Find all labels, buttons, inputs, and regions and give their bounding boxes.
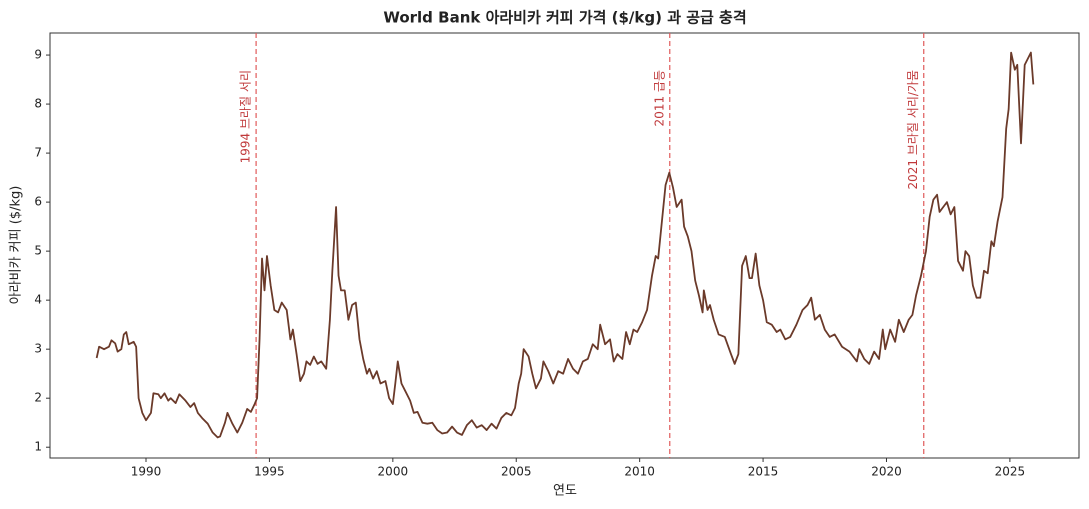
x-axis-label: 연도 [553, 484, 577, 499]
annotation-text: 2021 브라질 서리/가뭄 [906, 70, 920, 190]
x-tick-label: 2015 [748, 465, 779, 479]
y-tick-label: 6 [34, 195, 42, 209]
x-tick-label: 2010 [624, 465, 655, 479]
annotation-text: 2011 급등 [652, 70, 666, 126]
x-tick-label: 2020 [871, 465, 902, 479]
y-tick-label: 1 [34, 440, 42, 454]
data-line [95, 51, 1035, 439]
x-tick-label: 2000 [378, 465, 409, 479]
x-tick-label: 2025 [995, 465, 1026, 479]
y-tick-label: 3 [34, 342, 42, 356]
chart-title: World Bank 아라비카 커피 가격 ($/kg) 과 공급 충격 [383, 9, 746, 27]
y-tick-label: 7 [34, 146, 42, 160]
y-tick-label: 8 [34, 97, 42, 111]
annotation-text: 1994 브라질 서리 [239, 70, 253, 163]
x-tick-label: 2005 [501, 465, 532, 479]
y-axis-label: 아라비카 커피 ($/kg) [9, 186, 24, 305]
plot-frame [49, 32, 1080, 459]
x-tick-label: 1990 [131, 465, 162, 479]
y-tick-label: 4 [34, 293, 42, 307]
y-tick-label: 2 [34, 391, 42, 405]
x-tick-label: 1995 [254, 465, 285, 479]
y-tick-label: 5 [34, 244, 42, 258]
y-tick-label: 9 [34, 48, 42, 62]
